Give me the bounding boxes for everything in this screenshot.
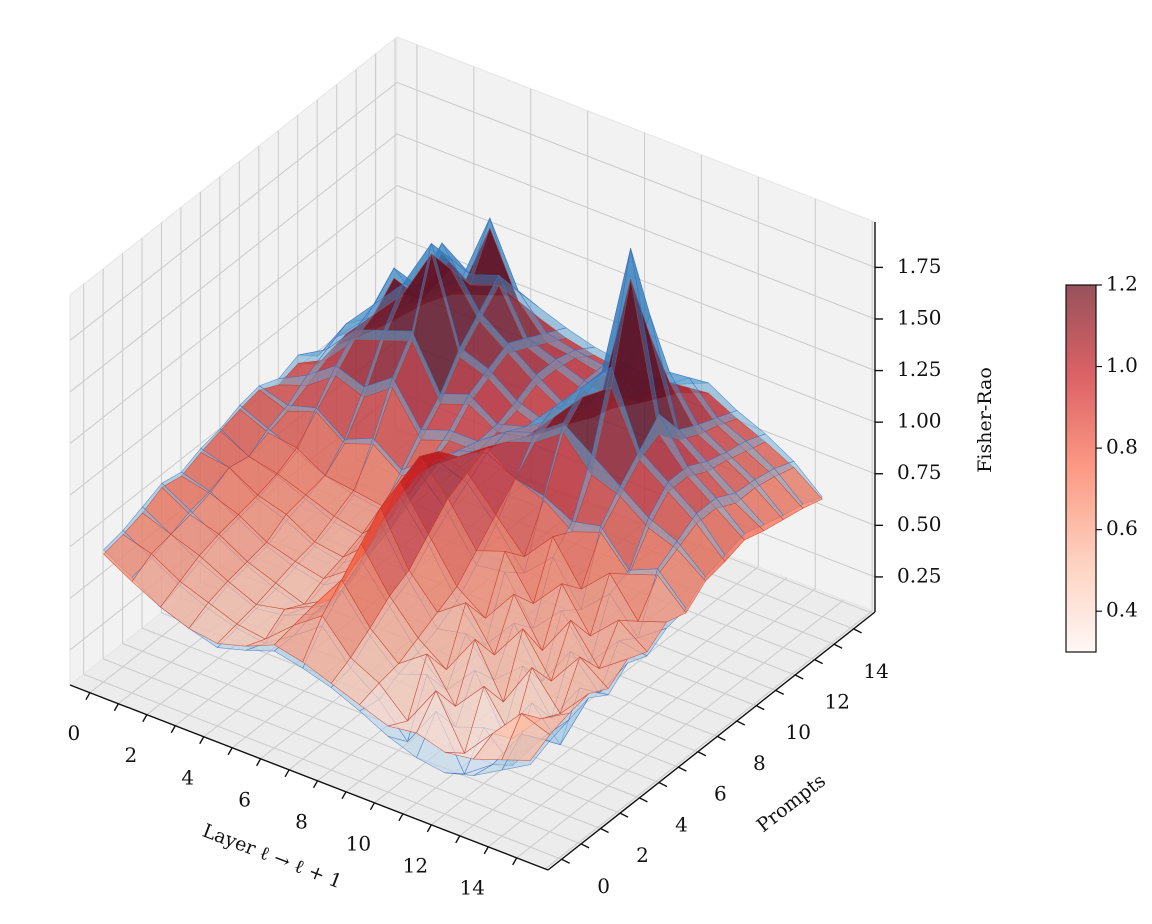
colorbar-gradient — [1065, 284, 1097, 653]
x-tick-mark — [341, 791, 347, 800]
y-tick-mark — [717, 735, 726, 742]
x-tick-label: 8 — [295, 809, 308, 833]
y-axis-line — [547, 611, 876, 871]
y-tick-mark — [853, 628, 862, 634]
left-wall-gridline-z — [69, 81, 398, 341]
floor-gridline-layer — [487, 588, 816, 848]
colorbar-tick-label: 1.2 — [1106, 272, 1138, 296]
z-axis-label: Fisher-Rao — [974, 367, 996, 473]
z-tick-label: 0.75 — [897, 460, 942, 484]
axes: 0 2 4 6 8 10 12 14 0 2 4 6 8 10 12 14 0.25 0.50 0.75 1.00 1.… — [68, 222, 942, 899]
y-tick-label: 2 — [636, 843, 649, 867]
floor-gridline-layer — [544, 610, 873, 870]
z-tick-label: 1.50 — [897, 305, 942, 329]
x-tick-mark — [227, 747, 233, 756]
y-axis-label: Prompts — [753, 770, 830, 837]
x-tick-mark — [455, 835, 461, 844]
y-tick-mark — [619, 812, 629, 818]
y-tick-mark — [678, 766, 687, 772]
x-tick-mark — [369, 802, 376, 811]
z-tick-label: 0.50 — [897, 512, 942, 536]
x-tick-label: 4 — [181, 765, 194, 789]
floor-gridline-prompt — [122, 643, 601, 830]
y-tick-mark — [658, 781, 668, 788]
floor-gridline-prompt — [102, 658, 582, 845]
floor-gridline-layer — [516, 599, 845, 859]
y-tick-mark — [775, 689, 785, 695]
y-tick-label: 14 — [863, 659, 888, 683]
y-tick-label: 12 — [824, 689, 849, 713]
x-tick-label: 10 — [346, 831, 371, 855]
x-tick-mark — [170, 725, 176, 734]
y-tick-label: 8 — [753, 751, 766, 775]
colorbar-tick-label: 0.4 — [1106, 598, 1138, 622]
y-tick-mark — [794, 674, 804, 680]
x-tick-label: 0 — [68, 721, 81, 745]
y-tick-mark — [814, 658, 823, 665]
y-tick-mark — [833, 643, 843, 649]
x-tick-mark — [85, 692, 91, 701]
y-tick-mark — [580, 843, 590, 849]
x-tick-mark — [199, 736, 205, 745]
y-tick-label: 6 — [714, 782, 727, 806]
z-tick-label: 1.25 — [897, 357, 942, 381]
y-tick-mark — [755, 705, 765, 711]
z-tick-label: 0.25 — [897, 563, 942, 587]
colorbar: 0.4 0.6 0.8 1.0 1.2 — [1065, 272, 1138, 653]
x-tick-mark — [426, 824, 432, 833]
y-tick-mark — [561, 858, 570, 864]
floor-gridline-prompt — [83, 673, 562, 860]
z-tick-label: 1.75 — [897, 254, 942, 278]
x-tick-mark — [284, 769, 290, 778]
left-wall-gridline-z — [69, 185, 398, 445]
surfaces — [103, 217, 823, 776]
x-axis-label: Layer ℓ → ℓ + 1 — [199, 820, 344, 893]
colorbar-tick-label: 1.0 — [1106, 353, 1138, 377]
floor-gridline-layer — [459, 577, 788, 837]
red-surface-face — [501, 713, 551, 761]
x-tick-label: 2 — [124, 743, 137, 767]
colorbar-tick-label: 0.8 — [1106, 435, 1138, 459]
x-tick-mark — [398, 813, 404, 822]
x-tick-mark — [512, 857, 518, 866]
y-tick-label: 0 — [597, 874, 610, 898]
left-wall-gridline-z — [69, 133, 398, 393]
x-tick-mark — [483, 846, 489, 855]
x-axis-line — [69, 684, 549, 871]
x-tick-mark — [256, 758, 262, 767]
back-wall-gridline-z — [396, 81, 876, 268]
x-tick-mark — [113, 703, 119, 712]
x-tick-label: 12 — [403, 853, 428, 877]
x-tick-mark — [312, 780, 319, 789]
y-tick-mark — [600, 827, 609, 834]
back-wall-gridline-z — [396, 133, 876, 320]
colorbar-tick-label: 0.6 — [1106, 516, 1138, 540]
y-tick-mark — [697, 751, 707, 757]
x-tick-label: 14 — [460, 875, 485, 899]
y-tick-label: 4 — [675, 812, 688, 836]
left-wall-gridline-z — [69, 236, 398, 496]
x-tick-label: 6 — [238, 787, 251, 811]
z-tick-label: 1.00 — [897, 409, 942, 433]
y-tick-label: 10 — [786, 720, 811, 744]
y-tick-mark — [639, 797, 648, 803]
x-tick-mark — [142, 714, 148, 723]
y-tick-mark — [736, 720, 746, 726]
